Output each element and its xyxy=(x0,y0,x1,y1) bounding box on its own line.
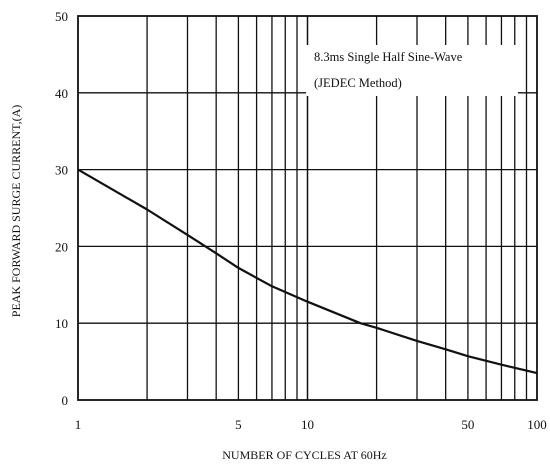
y-tick-label: 50 xyxy=(55,9,68,24)
x-axis-title: NUMBER OF CYCLES AT 60Hz xyxy=(222,448,386,462)
annotation-box: 8.3ms Single Half Sine-Wave (JEDEC Metho… xyxy=(306,45,518,96)
y-tick-label: 30 xyxy=(55,163,68,178)
y-tick-label: 40 xyxy=(55,86,68,101)
series-line-1 xyxy=(77,168,538,375)
y-tick-label: 10 xyxy=(55,316,68,331)
y-tick-label: 0 xyxy=(62,393,69,408)
plot-frame xyxy=(77,15,538,401)
y-tick-labels: 0 10 20 30 40 50 xyxy=(55,9,68,408)
x-tick-labels: 1 5 10 50 100 xyxy=(75,417,547,432)
annotation-background xyxy=(306,45,518,96)
annotation-line-2: (JEDEC Method) xyxy=(314,76,402,90)
y-axis-title: PEAK FORWARD SURGE CURRENT,(A) xyxy=(9,105,23,317)
x-tick-label: 50 xyxy=(461,417,474,432)
x-tick-label: 1 xyxy=(75,417,82,432)
y-tick-label: 20 xyxy=(55,239,68,254)
x-tick-label: 5 xyxy=(235,417,242,432)
plot-border xyxy=(77,15,538,401)
series-layer xyxy=(77,168,538,375)
annotation-line-1: 8.3ms Single Half Sine-Wave xyxy=(314,50,463,64)
x-tick-label: 100 xyxy=(527,417,547,432)
x-tick-label: 10 xyxy=(301,417,314,432)
